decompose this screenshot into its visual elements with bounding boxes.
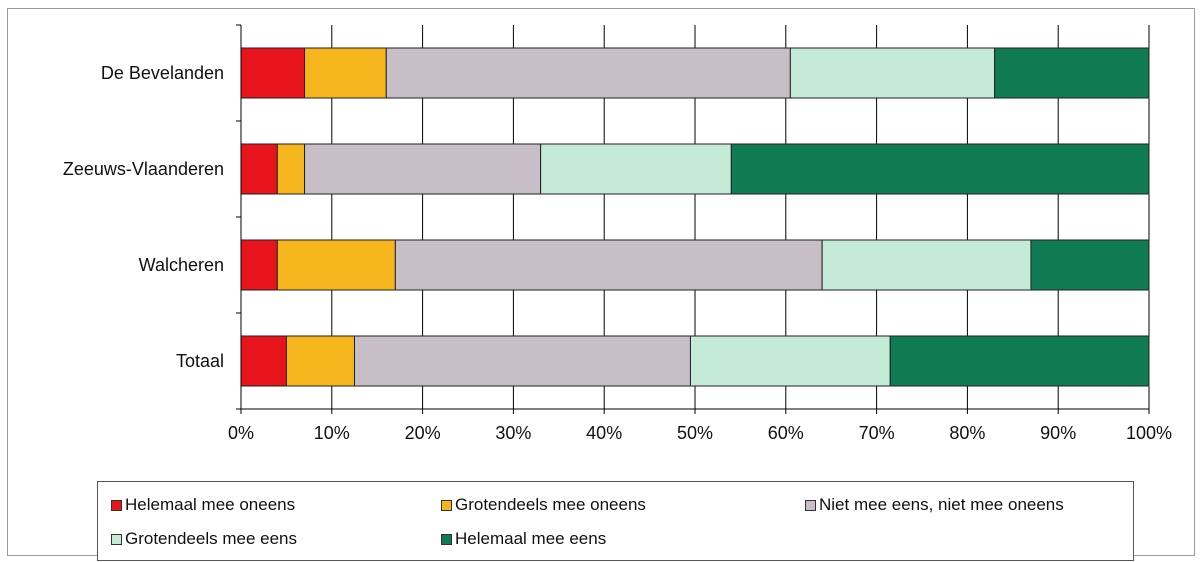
bar-segment [1030,239,1150,291]
category-label: Totaal [176,351,224,371]
legend-item: Helemaal mee oneens [111,495,295,515]
bar-segment [240,239,278,291]
bar-segment [276,239,396,291]
category-label: Zeeuws-Vlaanderen [63,159,224,179]
bar-segment [821,239,1032,291]
bar-segment [385,47,791,99]
x-tick-label: 60% [768,423,804,443]
legend-swatch [441,499,452,511]
legend-swatch [805,499,816,511]
bar-segment [276,143,306,195]
bar-segment [730,143,1150,195]
legend-swatch [441,533,452,545]
bar-segment [304,143,542,195]
bar-segment [240,335,287,387]
x-tick-label: 10% [314,423,350,443]
bar-segment [540,143,732,195]
x-tick-label: 80% [949,423,985,443]
x-tick-label: 30% [495,423,531,443]
x-tick-label: 0% [228,423,254,443]
legend-label: Helemaal mee eens [455,529,607,548]
bar-segment [889,335,1150,387]
stacked-bar-chart: De Bevelanden Zeeuws-Vlaanderen Walcheren T… [63,24,1172,443]
bar-segment [240,47,306,99]
x-tick-label: 70% [859,423,895,443]
legend-label: Niet mee eens, niet mee oneens [819,495,1064,514]
x-tick-label: 20% [405,423,441,443]
bar-segment [240,143,278,195]
x-tick-label: 50% [677,423,713,443]
x-tick-label: 40% [586,423,622,443]
chart-legend: Helemaal mee oneens Grotendeels mee oneen… [97,481,1134,561]
legend-label: Grotendeels mee oneens [455,495,646,514]
legend-swatch [111,499,122,511]
bar-segment [285,335,355,387]
category-label: De Bevelanden [101,63,224,83]
legend-item: Grotendeels mee oneens [441,495,646,515]
legend-item: Helemaal mee eens [441,529,606,549]
category-label: Walcheren [139,255,224,275]
x-tick-label: 100% [1126,423,1172,443]
bar-segment [354,335,691,387]
legend-label: Helemaal mee oneens [125,495,296,514]
legend-label: Grotendeels mee eens [125,529,297,548]
bar-segment [304,47,387,99]
bar-segment [994,47,1150,99]
bar-segment [394,239,823,291]
bar-segment [689,335,891,387]
legend-item: Grotendeels mee eens [111,529,297,549]
legend-item: Niet mee eens, niet mee oneens [805,495,1064,515]
bar-segment [789,47,996,99]
legend-swatch [111,533,122,545]
x-tick-label: 90% [1040,423,1076,443]
